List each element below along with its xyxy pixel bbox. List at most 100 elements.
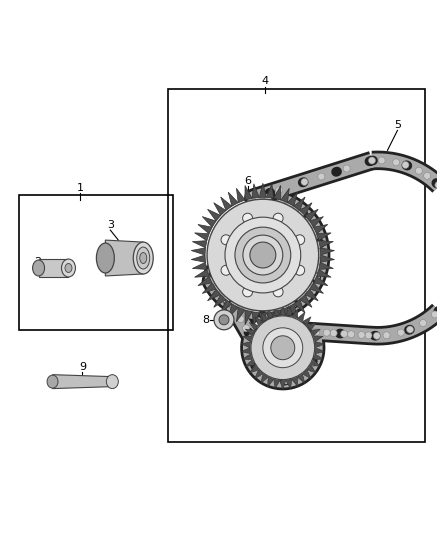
Circle shape — [266, 375, 273, 382]
Polygon shape — [208, 209, 221, 221]
Circle shape — [318, 173, 325, 180]
Polygon shape — [311, 329, 320, 336]
Polygon shape — [268, 309, 274, 318]
Circle shape — [311, 351, 318, 358]
Polygon shape — [314, 276, 328, 286]
Polygon shape — [261, 374, 268, 383]
Polygon shape — [317, 269, 331, 277]
Circle shape — [378, 157, 385, 164]
Circle shape — [221, 287, 228, 295]
Circle shape — [271, 336, 295, 360]
Bar — [168, 88, 425, 442]
Circle shape — [215, 278, 223, 285]
Circle shape — [219, 315, 229, 325]
Polygon shape — [310, 216, 323, 227]
Polygon shape — [237, 188, 245, 203]
Circle shape — [420, 319, 427, 327]
Polygon shape — [319, 262, 333, 269]
Polygon shape — [245, 185, 252, 200]
Circle shape — [348, 331, 355, 338]
Circle shape — [254, 365, 261, 372]
Polygon shape — [303, 370, 311, 378]
Circle shape — [243, 325, 250, 332]
Ellipse shape — [65, 263, 72, 272]
Circle shape — [278, 197, 285, 204]
Polygon shape — [202, 216, 216, 227]
Circle shape — [368, 157, 375, 164]
Circle shape — [252, 309, 259, 316]
Bar — [19, 195, 173, 330]
Polygon shape — [241, 342, 251, 348]
Polygon shape — [274, 310, 281, 325]
Text: 5: 5 — [394, 120, 401, 131]
Polygon shape — [297, 312, 305, 321]
Polygon shape — [237, 308, 245, 322]
Circle shape — [292, 375, 299, 382]
Polygon shape — [311, 360, 320, 366]
Circle shape — [225, 217, 301, 293]
Polygon shape — [305, 209, 318, 221]
Circle shape — [276, 187, 283, 193]
Circle shape — [283, 377, 290, 384]
Circle shape — [263, 328, 303, 368]
Circle shape — [435, 181, 438, 189]
Polygon shape — [266, 312, 274, 326]
Polygon shape — [294, 300, 305, 313]
Circle shape — [223, 296, 230, 303]
Polygon shape — [261, 312, 268, 321]
Polygon shape — [314, 354, 323, 360]
Polygon shape — [221, 197, 232, 211]
Circle shape — [229, 302, 236, 309]
Ellipse shape — [96, 243, 114, 273]
Text: 4: 4 — [261, 76, 268, 86]
Polygon shape — [315, 348, 325, 354]
Circle shape — [295, 265, 305, 275]
Circle shape — [397, 329, 404, 336]
Circle shape — [365, 332, 372, 339]
Polygon shape — [280, 381, 286, 390]
Circle shape — [402, 161, 409, 168]
Circle shape — [431, 311, 438, 318]
Polygon shape — [286, 306, 292, 316]
Polygon shape — [228, 192, 238, 206]
Polygon shape — [286, 379, 292, 389]
Circle shape — [273, 287, 283, 297]
Ellipse shape — [137, 247, 150, 269]
Circle shape — [230, 302, 237, 309]
Polygon shape — [243, 336, 252, 342]
Polygon shape — [191, 255, 205, 262]
Polygon shape — [294, 197, 305, 211]
Circle shape — [316, 264, 323, 271]
Circle shape — [295, 235, 305, 245]
Polygon shape — [53, 375, 112, 389]
Polygon shape — [287, 192, 297, 206]
Polygon shape — [254, 317, 263, 326]
Polygon shape — [310, 283, 323, 294]
Circle shape — [289, 302, 296, 309]
Circle shape — [343, 165, 350, 172]
Text: 2: 2 — [34, 257, 41, 267]
Circle shape — [247, 341, 254, 348]
Ellipse shape — [106, 375, 118, 389]
Polygon shape — [249, 322, 258, 330]
Circle shape — [308, 360, 315, 367]
Polygon shape — [106, 240, 143, 276]
Circle shape — [302, 328, 309, 335]
Polygon shape — [259, 313, 266, 327]
Polygon shape — [214, 203, 226, 215]
Polygon shape — [307, 322, 316, 330]
Polygon shape — [39, 259, 68, 277]
Polygon shape — [292, 309, 298, 318]
Text: 8: 8 — [202, 315, 210, 325]
Circle shape — [237, 316, 244, 322]
Polygon shape — [274, 185, 281, 200]
Polygon shape — [192, 241, 207, 248]
Circle shape — [265, 194, 272, 201]
Polygon shape — [241, 348, 251, 354]
Polygon shape — [314, 224, 328, 234]
Polygon shape — [194, 233, 209, 241]
Polygon shape — [198, 224, 212, 234]
Polygon shape — [303, 317, 311, 326]
Polygon shape — [292, 377, 298, 387]
Circle shape — [341, 330, 348, 337]
